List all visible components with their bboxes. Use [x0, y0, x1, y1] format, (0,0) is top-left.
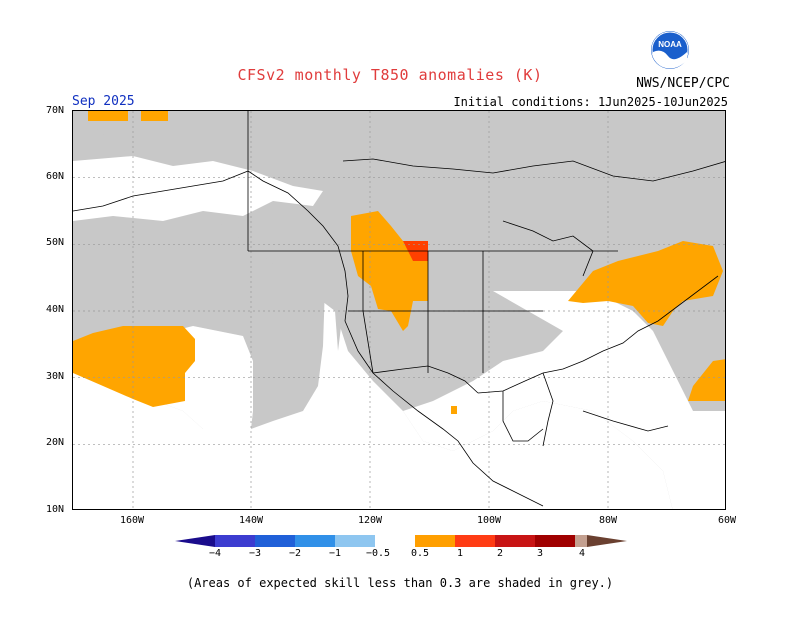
map-canvas: [73, 111, 725, 509]
colorbar-seg-neutral: [375, 535, 415, 547]
colorbar-seg-3-2: [255, 535, 295, 547]
lat-label-60n: 60N: [46, 171, 65, 182]
colorbar-label-m1: −1: [328, 548, 342, 559]
colorbar-seg-2-1: [295, 535, 335, 547]
colorbar-label-2: 2: [496, 548, 504, 559]
logo-text: NOAA: [658, 40, 682, 49]
noaa-logo: NOAA: [651, 31, 689, 69]
colorbar-lt-4: [175, 535, 215, 547]
lon-label-60w: 60W: [717, 515, 737, 526]
coastlines: [73, 111, 725, 507]
lat-label-30n: 30N: [46, 371, 65, 382]
lon-label-100w: 100W: [476, 515, 502, 526]
lat-label-70n: 70N: [46, 105, 65, 116]
colorbar: [175, 535, 627, 547]
lon-label-120w: 120W: [357, 515, 383, 526]
colorbar-label-m2: −2: [288, 548, 302, 559]
warm-anomaly-patches: [73, 111, 725, 414]
colorbar-seg-3-4: [535, 535, 575, 547]
colorbar-label-05: 0.5: [410, 548, 430, 559]
lon-label-160w: 160W: [119, 515, 145, 526]
forecast-month: Sep 2025: [72, 94, 135, 109]
colorbar-label-4: 4: [578, 548, 586, 559]
lat-label-10n: 10N: [46, 504, 65, 515]
lat-label-40n: 40N: [46, 304, 65, 315]
colorbar-label-m4: −4: [208, 548, 222, 559]
colorbar-seg-05-1: [415, 535, 455, 547]
colorbar-gt-4: [587, 535, 627, 547]
colorbar-label-m3: −3: [248, 548, 262, 559]
chart-title: CFSv2 monthly T850 anomalies (K): [237, 66, 543, 84]
colorbar-seg-1-05: [335, 535, 375, 547]
lat-label-50n: 50N: [46, 237, 65, 248]
lon-label-80w: 80W: [598, 515, 618, 526]
lat-label-20n: 20N: [46, 437, 65, 448]
colorbar-label-m05: −0.5: [365, 548, 391, 559]
anomaly-map: [72, 110, 726, 510]
colorbar-label-3: 3: [536, 548, 544, 559]
colorbar-seg-4-3: [215, 535, 255, 547]
colorbar-seg-2-3: [495, 535, 535, 547]
colorbar-seg-gt-4: [575, 535, 587, 547]
agency-label: NWS/NCEP/CPC: [636, 76, 730, 91]
skill-footnote: (Areas of expected skill less than 0.3 a…: [186, 576, 614, 590]
colorbar-seg-1-2: [455, 535, 495, 547]
lon-label-140w: 140W: [238, 515, 264, 526]
colorbar-label-1: 1: [456, 548, 464, 559]
initial-conditions: Initial conditions: 1Jun2025-10Jun2025: [453, 95, 728, 109]
